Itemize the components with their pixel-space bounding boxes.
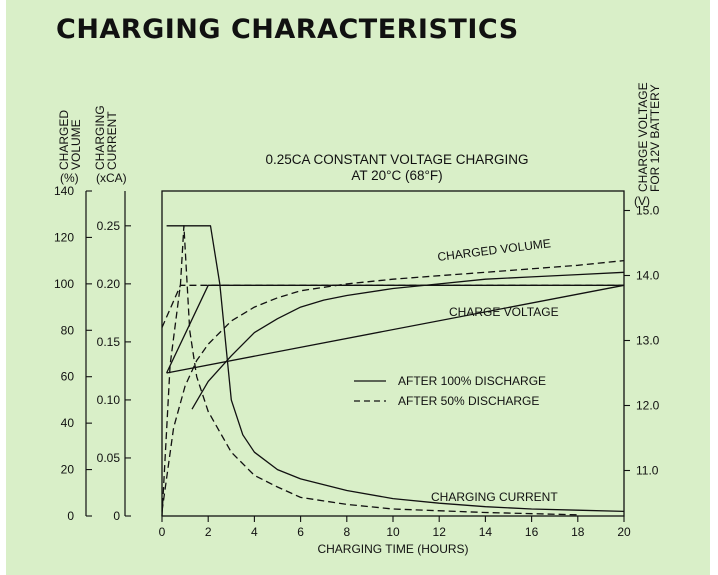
x-tick-label: 6 <box>297 525 304 539</box>
current-tick-label: 0.20 <box>97 277 121 291</box>
voltage-tick-label: 14.0 <box>636 269 660 283</box>
legend-solid-label: AFTER 100% DISCHARGE <box>398 374 546 388</box>
x-tick-label: 4 <box>251 525 258 539</box>
voltage-tick-label: 13.0 <box>636 334 660 348</box>
current-tick-label: 0 <box>113 509 120 523</box>
current-axis-label-line2: CURRENT <box>105 111 119 170</box>
volume-tick-label: 0 <box>67 509 74 523</box>
x-tick-label: 2 <box>205 525 212 539</box>
axis-ticks: 0 2 4 6 8 10 12 14 16 18 20 0 20 40 60 80 100 120 140 0 0.05… <box>54 184 660 539</box>
chart-panel: CHARGING CHARACTERISTICS CHARGED VOLUME … <box>6 0 710 575</box>
x-tick-label: 16 <box>525 525 539 539</box>
voltage-axis-unit: (V) <box>634 194 650 208</box>
volume-tick-label: 40 <box>61 416 75 430</box>
series-lines <box>161 225 625 517</box>
voltage-solid-line <box>166 284 624 374</box>
volume-axis-label-line1: CHARGED <box>57 110 71 170</box>
legend: AFTER 100% DISCHARGE AFTER 50% DISCHARGE <box>354 374 546 408</box>
volume-tick-label: 100 <box>54 277 74 291</box>
current-tick-label: 0.05 <box>97 451 121 465</box>
voltage-dashed-line <box>161 284 624 328</box>
x-tick-label: 20 <box>617 525 631 539</box>
x-axis-label: CHARGING TIME (HOURS) <box>317 542 468 556</box>
volume-tick-label: 60 <box>61 370 75 384</box>
volume-tick-label: 120 <box>54 230 74 244</box>
current-solid-line <box>166 225 625 513</box>
x-tick-label: 8 <box>343 525 350 539</box>
x-tick-label: 0 <box>159 525 166 539</box>
volume-axis-label-line2: VOLUME <box>69 119 83 170</box>
voltage-axis-label-line2: FOR 12V BATTERY <box>648 84 662 192</box>
chart-title: 0.25CA CONSTANT VOLTAGE CHARGING <box>265 152 528 167</box>
charge-voltage-annotation: CHARGE VOLTAGE <box>449 305 559 319</box>
voltage-tick-label: 11.0 <box>636 464 659 478</box>
x-tick-label: 12 <box>433 525 447 539</box>
current-axis-unit: (xCA) <box>96 171 127 185</box>
voltage-solid-line <box>166 284 625 374</box>
current-axis-label-line1: CHARGING <box>93 105 107 170</box>
page-title: CHARGING CHARACTERISTICS <box>56 14 519 45</box>
volume-tick-label: 80 <box>61 323 75 337</box>
voltage-tick-label: 15.0 <box>636 204 660 218</box>
volume-axis-unit: (%) <box>60 171 79 185</box>
current-tick-label: 0.25 <box>97 219 121 233</box>
volume-tick-label: 20 <box>61 463 75 477</box>
current-tick-label: 0.10 <box>97 393 121 407</box>
plot-frame <box>161 190 625 517</box>
voltage-tick-label: 12.0 <box>636 399 660 413</box>
legend-dashed-label: AFTER 50% DISCHARGE <box>398 394 539 408</box>
charged-volume-annotation: CHARGED VOLUME <box>437 236 552 264</box>
x-tick-label: 10 <box>386 525 400 539</box>
volume-tick-label: 140 <box>54 184 74 198</box>
volume-solid-line <box>191 271 625 410</box>
charging-characteristics-chart: CHARGED VOLUME CHARGING CURRENT (%) (xCA… <box>54 82 662 556</box>
x-tick-label: 14 <box>479 525 493 539</box>
x-tick-label: 18 <box>571 525 585 539</box>
voltage-axis-label-line1: CHARGE VOLTAGE <box>636 82 650 192</box>
charging-current-annotation: CHARGING CURRENT <box>431 490 558 504</box>
current-dashed-line <box>161 225 578 517</box>
current-tick-label: 0.15 <box>97 335 121 349</box>
chart-subtitle: AT 20°C (68°F) <box>351 168 442 183</box>
